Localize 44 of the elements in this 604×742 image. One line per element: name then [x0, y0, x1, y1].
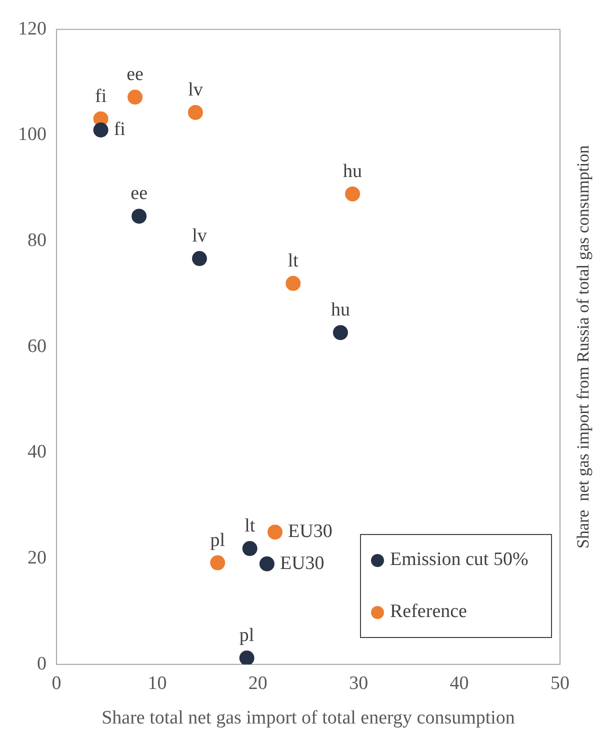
annotation: fi: [114, 118, 126, 140]
x-tick-label: 30: [349, 672, 368, 694]
y-tick-label: 120: [18, 18, 46, 40]
y-tick-label: 80: [28, 230, 46, 252]
point: [242, 541, 258, 556]
point: [268, 524, 283, 540]
annotation: lt: [288, 250, 300, 272]
y-tick-label: 0: [37, 653, 46, 674]
y-axis-title: Share net gas import from Russia of total gas consumption: [573, 144, 592, 549]
annotation: fi: [95, 86, 107, 107]
point: [93, 122, 108, 138]
annotation: hu: [330, 300, 350, 321]
point: [345, 186, 360, 202]
annotation: lv: [192, 226, 208, 247]
annotation: lt: [244, 515, 256, 536]
x-axis-title: Share total net gas import of total energy consumption: [102, 708, 516, 729]
x-tick-label: 50: [550, 672, 570, 694]
point: [132, 208, 147, 224]
annotation: hu: [343, 160, 363, 182]
annotation: EU30: [280, 552, 324, 574]
y-tick-label: 60: [28, 336, 46, 357]
annotation: EU30: [288, 521, 332, 542]
y-tick-label: 40: [28, 442, 46, 463]
x-tick-label: 40: [450, 672, 469, 694]
x-tick-label: 20: [248, 672, 268, 694]
annotation: pl: [239, 625, 254, 646]
x-tick-label: 0: [52, 672, 62, 694]
annotation: ee: [130, 183, 148, 204]
point: [239, 650, 254, 664]
point: [128, 90, 143, 105]
point: [188, 104, 203, 120]
point: [192, 251, 207, 266]
y-tick-label: 100: [18, 124, 46, 146]
annotation: ee: [126, 64, 144, 86]
annotation: pl: [210, 530, 226, 551]
y-tick-label: 20: [28, 548, 46, 569]
point: [259, 556, 274, 572]
legend-label: Emission cut 50%: [390, 549, 528, 571]
point: [286, 276, 301, 291]
point: [210, 555, 226, 570]
legend-label: Reference: [390, 601, 467, 623]
annotation: lv: [188, 79, 204, 100]
point: [332, 325, 348, 340]
x-tick-label: 10: [148, 672, 167, 694]
